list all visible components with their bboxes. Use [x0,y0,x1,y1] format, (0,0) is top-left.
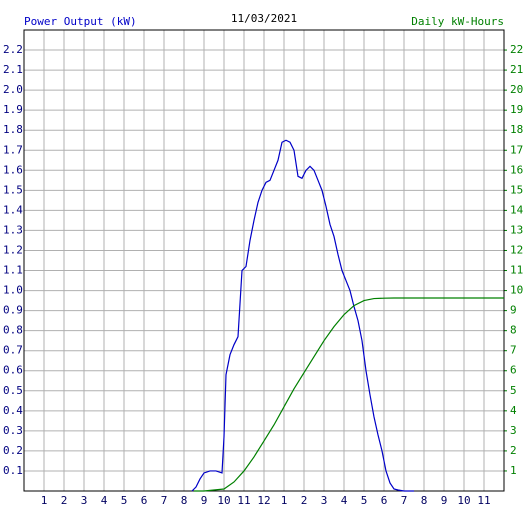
y-tick-label: 1.1 [3,264,23,277]
y-tick-label: 1.9 [3,103,23,116]
x-tick-label: 5 [121,494,128,507]
x-tick-label: 5 [361,494,368,507]
y-tick-label: 1.0 [3,284,23,297]
y2-tick-label: 8 [510,324,517,337]
y2-tick-label: 11 [510,264,523,277]
y2-tick-label: 12 [510,243,523,256]
y-tick-label: 1.3 [3,223,23,236]
y-tick-label: 0.5 [3,384,23,397]
y-tick-label: 0.9 [3,304,23,317]
x-tick-label: 8 [181,494,188,507]
y2-tick-label: 19 [510,103,523,116]
y2-tick-label: 16 [510,163,523,176]
y-tick-label: 0.4 [3,404,23,417]
x-tick-label: 4 [341,494,348,507]
x-tick-label: 3 [321,494,328,507]
y2-tick-label: 3 [510,424,517,437]
x-tick-label: 7 [161,494,168,507]
y-tick-label: 1.5 [3,183,23,196]
y2-tick-label: 22 [510,43,523,56]
y-tick-label: 1.7 [3,143,23,156]
y-tick-label: 2.0 [3,83,23,96]
y-tick-label: 1.8 [3,123,23,136]
y2-tick-label: 6 [510,364,517,377]
y-tick-label: 0.8 [3,324,23,337]
y2-tick-label: 2 [510,444,517,457]
x-tick-label: 2 [61,494,68,507]
y2-tick-label: 14 [510,203,524,216]
x-tick-label: 9 [201,494,208,507]
chart-title: 11/03/2021 [231,12,297,25]
x-tick-label: 9 [441,494,448,507]
y-tick-label: 0.1 [3,464,23,477]
x-tick-label: 4 [101,494,108,507]
x-tick-label: 6 [381,494,388,507]
y2-tick-label: 4 [510,404,517,417]
x-tick-label: 10 [217,494,230,507]
y-tick-label: 0.2 [3,444,23,457]
y2-tick-label: 17 [510,143,523,156]
y2-tick-label: 9 [510,304,517,317]
series-line [194,297,504,492]
y-tick-label: 0.3 [3,424,23,437]
y2-tick-label: 7 [510,344,517,357]
y2-tick-label: 5 [510,384,517,397]
y2-tick-label: 21 [510,63,523,76]
x-tick-label: 1 [281,494,288,507]
x-tick-label: 12 [257,494,270,507]
y2-tick-label: 18 [510,123,523,136]
x-tick-label: 10 [457,494,470,507]
x-tick-label: 1 [41,494,48,507]
y2-tick-label: 15 [510,183,523,196]
x-tick-label: 11 [477,494,490,507]
y2-tick-label: 20 [510,83,523,96]
x-tick-label: 7 [401,494,408,507]
y2-tick-label: 1 [510,464,517,477]
x-tick-label: 3 [81,494,88,507]
y2-tick-label: 13 [510,223,523,236]
y2-tick-label: 10 [510,284,523,297]
y-tick-label: 0.7 [3,344,23,357]
x-tick-label: 11 [237,494,250,507]
y-tick-label: 0.6 [3,364,23,377]
plot-frame [23,29,505,492]
y-tick-label: 2.1 [3,63,23,76]
y-tick-label: 1.2 [3,243,23,256]
series-line [191,139,414,492]
right-axis-title: Daily kW-Hours [411,15,504,28]
x-tick-label: 6 [141,494,148,507]
y-tick-label: 2.2 [3,43,23,56]
x-tick-label: 8 [421,494,428,507]
y-tick-label: 1.4 [3,203,23,216]
left-axis-title: Power Output (kW) [24,15,137,28]
y-tick-label: 1.6 [3,163,23,176]
x-tick-label: 2 [301,494,308,507]
